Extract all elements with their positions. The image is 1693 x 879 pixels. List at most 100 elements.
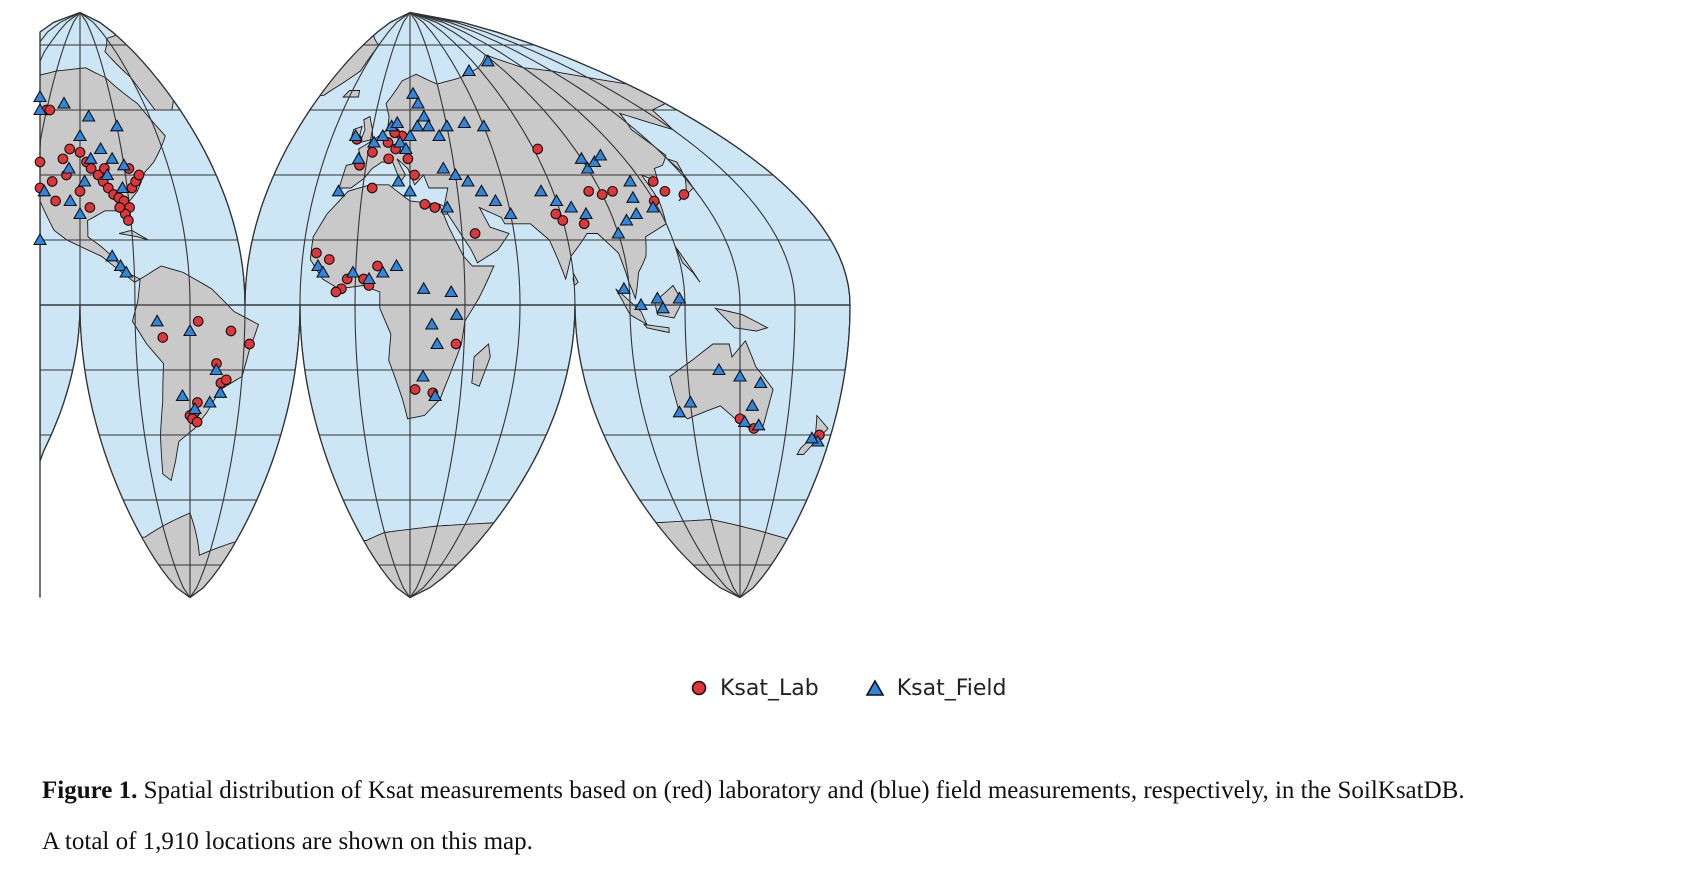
field-marker	[751, 418, 766, 431]
lab-marker	[74, 185, 86, 197]
meridian-line	[409, 12, 686, 306]
land-uk	[359, 115, 374, 144]
meridian-line	[79, 12, 136, 306]
field-marker	[345, 265, 360, 278]
lab-marker	[402, 153, 414, 165]
red-circle-icon	[691, 680, 707, 696]
field-marker	[629, 206, 644, 220]
meridian-line	[739, 304, 796, 598]
field-marker	[474, 184, 489, 197]
field-marker	[712, 362, 726, 376]
field-marker	[113, 258, 128, 272]
meridian-line	[354, 12, 411, 306]
lab-marker	[469, 228, 481, 239]
field-marker	[209, 362, 224, 376]
field-marker	[457, 115, 472, 129]
field-marker	[213, 385, 228, 398]
field-marker	[672, 291, 687, 304]
field-marker	[753, 375, 768, 389]
lab-marker	[583, 185, 595, 197]
meridian-line	[354, 304, 411, 598]
field-marker	[175, 388, 190, 402]
field-marker	[564, 200, 579, 213]
field-marker	[672, 405, 687, 418]
lab-marker	[330, 286, 342, 298]
field-marker	[503, 206, 518, 220]
field-marker	[33, 102, 47, 116]
field-marker	[625, 190, 640, 203]
field-marker	[449, 307, 464, 320]
lab-marker	[429, 202, 441, 213]
meridian-line	[409, 304, 521, 598]
meridian-line	[134, 304, 191, 598]
meridian-line	[409, 304, 466, 598]
lab-marker	[532, 143, 544, 155]
field-marker	[61, 161, 76, 174]
lab-marker	[84, 202, 96, 213]
lab-marker	[409, 384, 421, 395]
land-south-america	[131, 265, 260, 482]
lab-marker	[366, 182, 378, 194]
world-map	[33, 11, 851, 599]
lab-marker	[220, 374, 232, 386]
field-marker	[421, 119, 436, 132]
measurement-markers	[33, 54, 825, 447]
field-marker	[202, 395, 217, 408]
field-marker	[109, 119, 124, 132]
field-marker	[444, 284, 459, 298]
field-marker	[430, 336, 445, 350]
field-marker	[37, 184, 52, 197]
lab-marker	[372, 260, 383, 272]
field-marker	[650, 291, 665, 304]
field-marker	[611, 226, 626, 239]
field-marker	[390, 115, 405, 129]
lab-marker	[46, 176, 58, 187]
field-marker	[391, 174, 406, 187]
lab-marker	[114, 202, 126, 213]
field-marker	[100, 167, 115, 181]
lab-marker	[133, 169, 145, 181]
lab-marker	[34, 156, 46, 168]
field-marker	[115, 180, 130, 194]
field-marker	[410, 119, 425, 132]
lab-marker	[557, 215, 569, 226]
field-marker	[81, 109, 96, 122]
field-marker	[406, 86, 420, 99]
lab-marker	[383, 153, 394, 165]
field-marker	[416, 281, 431, 294]
field-marker	[656, 301, 670, 314]
meridian-line	[409, 12, 796, 306]
map-legend: Ksat_Lab Ksat_Field	[690, 668, 1006, 708]
field-marker	[331, 184, 346, 197]
meridian-line	[409, 12, 576, 306]
field-marker	[183, 323, 197, 337]
field-marker	[105, 151, 120, 164]
meridian-line	[629, 304, 741, 598]
field-marker	[462, 63, 476, 77]
field-marker	[737, 414, 752, 428]
field-marker	[367, 135, 381, 148]
lab-marker	[44, 104, 56, 116]
lab-marker	[659, 185, 671, 197]
field-marker	[403, 128, 417, 142]
meridian-line	[189, 304, 246, 598]
lab-marker	[57, 153, 69, 165]
field-marker	[646, 200, 660, 213]
lab-marker	[450, 338, 462, 350]
lab-marker	[50, 195, 61, 207]
lab-marker	[367, 146, 378, 158]
meridian-line	[409, 12, 521, 306]
meridian-line	[684, 304, 741, 598]
land-java	[642, 323, 670, 334]
field-marker	[105, 249, 120, 262]
field-marker	[116, 158, 131, 171]
lab-marker	[192, 315, 204, 327]
field-marker	[389, 258, 404, 272]
lab-marker	[607, 185, 618, 197]
legend-item-field: Ksat_Field	[865, 676, 1006, 701]
field-marker	[580, 161, 595, 174]
lab-marker	[323, 254, 335, 265]
field-marker	[683, 395, 698, 408]
caption-line-2: A total of 1,910 locations are shown on …	[42, 828, 533, 855]
lab-marker	[244, 338, 255, 350]
